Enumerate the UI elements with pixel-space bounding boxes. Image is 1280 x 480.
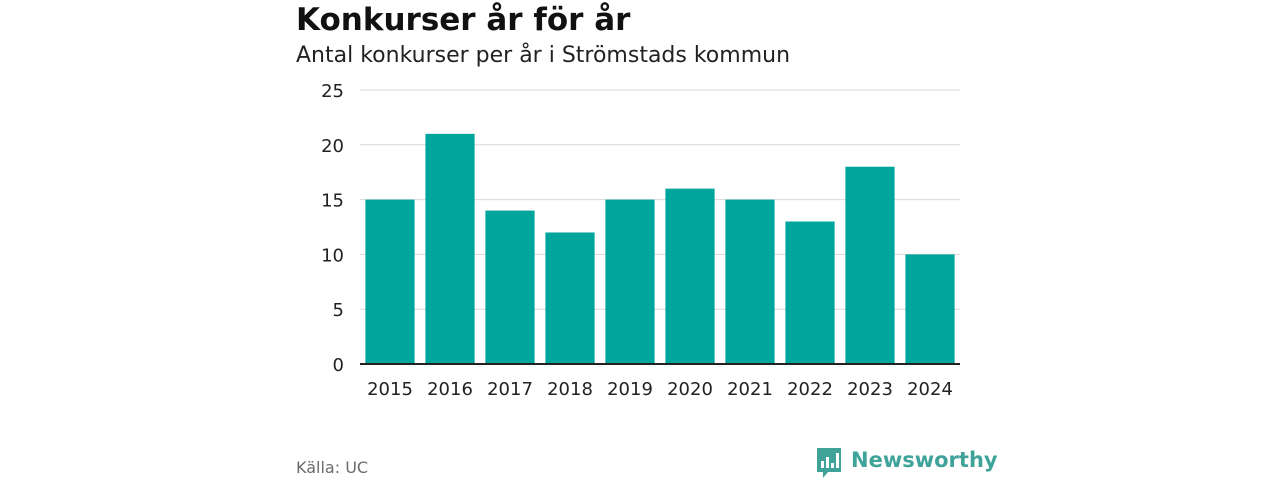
chart-subtitle: Antal konkurser per år i Strömstads komm… <box>296 43 791 68</box>
bar-2019 <box>605 199 655 364</box>
bar-2024 <box>905 254 955 364</box>
bar-2022 <box>785 221 835 364</box>
x-tick-label: 2019 <box>607 379 653 400</box>
x-tick-label: 2022 <box>787 379 833 400</box>
bar-2023 <box>845 166 895 364</box>
x-tick-label: 2021 <box>727 379 773 400</box>
y-tick-label: 20 <box>321 136 344 157</box>
bar-2021 <box>725 199 775 364</box>
y-tick-label: 0 <box>333 355 344 376</box>
source-note: Källa: UC <box>296 458 369 477</box>
brand-name: Newsworthy <box>851 448 998 472</box>
y-tick-label: 25 <box>321 81 344 102</box>
bar-2020 <box>665 188 715 364</box>
bar-2016 <box>425 133 475 364</box>
x-tick-label: 2015 <box>367 379 413 400</box>
bars <box>365 133 955 364</box>
x-tick-label: 2018 <box>547 379 593 400</box>
y-tick-label: 10 <box>321 245 344 266</box>
chart-title: Konkurser år för år <box>296 2 631 38</box>
x-tick-label: 2017 <box>487 379 533 400</box>
x-tick-label: 2023 <box>847 379 893 400</box>
x-tick-label: 2020 <box>667 379 713 400</box>
bar-2018 <box>545 232 595 364</box>
x-tick-label: 2016 <box>427 379 473 400</box>
y-axis-ticks: 0 5 10 15 20 25 <box>321 81 344 376</box>
y-tick-label: 15 <box>321 191 344 212</box>
bar-2017 <box>485 210 535 364</box>
y-tick-label: 5 <box>333 300 344 321</box>
newsworthy-logo-icon <box>817 448 841 478</box>
x-tick-label: 2024 <box>907 379 953 400</box>
x-axis-ticks: 2015 2016 2017 2018 2019 2020 2021 2022 2023 2024 <box>367 379 953 400</box>
brand[interactable]: Newsworthy <box>815 446 998 480</box>
bar-2015 <box>365 199 415 364</box>
